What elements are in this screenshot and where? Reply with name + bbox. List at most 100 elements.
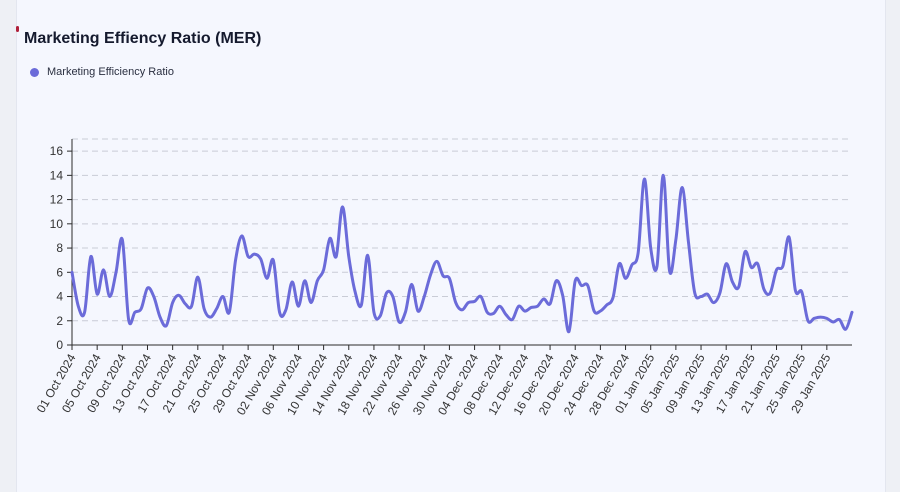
data-point[interactable] bbox=[811, 315, 817, 321]
data-point[interactable] bbox=[371, 309, 377, 315]
data-point[interactable] bbox=[264, 275, 270, 281]
data-point[interactable] bbox=[654, 263, 660, 269]
data-point[interactable] bbox=[667, 268, 673, 274]
data-point[interactable] bbox=[176, 292, 182, 298]
data-point[interactable] bbox=[421, 294, 427, 300]
data-point[interactable] bbox=[648, 245, 654, 251]
data-point[interactable] bbox=[717, 290, 723, 296]
data-point[interactable] bbox=[100, 267, 106, 273]
data-point[interactable] bbox=[629, 262, 635, 268]
data-point[interactable] bbox=[635, 250, 641, 256]
data-point[interactable] bbox=[478, 294, 484, 300]
data-point[interactable] bbox=[201, 306, 207, 312]
data-point[interactable] bbox=[251, 251, 257, 257]
data-point[interactable] bbox=[446, 275, 452, 281]
data-point[interactable] bbox=[113, 269, 119, 275]
data-point[interactable] bbox=[673, 237, 679, 243]
data-point[interactable] bbox=[623, 275, 629, 281]
data-point[interactable] bbox=[755, 261, 761, 267]
data-point[interactable] bbox=[591, 308, 597, 314]
data-point[interactable] bbox=[723, 261, 729, 267]
data-point[interactable] bbox=[692, 290, 698, 296]
data-point[interactable] bbox=[597, 308, 603, 314]
data-point[interactable] bbox=[277, 309, 283, 315]
data-point[interactable] bbox=[245, 254, 251, 260]
data-point[interactable] bbox=[534, 303, 540, 309]
data-point[interactable] bbox=[283, 307, 289, 313]
data-point[interactable] bbox=[641, 176, 647, 182]
data-point[interactable] bbox=[220, 294, 226, 300]
data-point[interactable] bbox=[88, 254, 94, 260]
data-point[interactable] bbox=[182, 301, 188, 307]
data-point[interactable] bbox=[799, 289, 805, 295]
data-point[interactable] bbox=[503, 312, 509, 318]
data-point[interactable] bbox=[761, 286, 767, 292]
data-point[interactable] bbox=[774, 267, 780, 273]
data-point[interactable] bbox=[610, 295, 616, 301]
data-point[interactable] bbox=[453, 300, 459, 306]
data-point[interactable] bbox=[849, 309, 855, 315]
data-point[interactable] bbox=[528, 304, 534, 310]
data-point[interactable] bbox=[685, 239, 691, 245]
data-point[interactable] bbox=[440, 273, 446, 279]
chart-legend[interactable]: Marketing Efficiency Ratio bbox=[30, 66, 174, 78]
data-point[interactable] bbox=[572, 278, 578, 284]
data-point[interactable] bbox=[233, 257, 239, 263]
data-point[interactable] bbox=[704, 291, 710, 297]
data-point[interactable] bbox=[459, 307, 465, 313]
data-point[interactable] bbox=[509, 317, 515, 323]
data-point[interactable] bbox=[126, 317, 132, 323]
data-point[interactable] bbox=[207, 314, 213, 320]
data-point[interactable] bbox=[742, 249, 748, 255]
data-point[interactable] bbox=[415, 308, 421, 314]
data-point[interactable] bbox=[258, 256, 264, 262]
data-point[interactable] bbox=[402, 309, 408, 315]
data-point[interactable] bbox=[497, 303, 503, 309]
data-point[interactable] bbox=[484, 309, 490, 315]
data-point[interactable] bbox=[377, 313, 383, 319]
data-point[interactable] bbox=[226, 309, 232, 315]
data-point[interactable] bbox=[339, 204, 345, 210]
data-point[interactable] bbox=[195, 274, 201, 280]
data-point[interactable] bbox=[321, 267, 327, 273]
data-point[interactable] bbox=[490, 310, 496, 316]
data-point[interactable] bbox=[818, 314, 824, 320]
data-point[interactable] bbox=[82, 309, 88, 315]
data-point[interactable] bbox=[660, 172, 666, 178]
data-point[interactable] bbox=[132, 309, 138, 315]
data-point[interactable] bbox=[270, 257, 276, 263]
data-point[interactable] bbox=[384, 290, 390, 296]
data-point[interactable] bbox=[75, 303, 81, 309]
data-point[interactable] bbox=[472, 298, 478, 304]
data-point[interactable] bbox=[157, 314, 163, 320]
data-point[interactable] bbox=[830, 319, 836, 325]
data-point[interactable] bbox=[94, 291, 100, 297]
data-point[interactable] bbox=[748, 264, 754, 270]
data-point[interactable] bbox=[547, 301, 553, 307]
data-point[interactable] bbox=[189, 303, 195, 309]
data-point[interactable] bbox=[239, 233, 245, 239]
data-point[interactable] bbox=[566, 329, 572, 335]
data-point[interactable] bbox=[327, 235, 333, 241]
data-point[interactable] bbox=[409, 281, 415, 287]
data-point[interactable] bbox=[352, 289, 358, 295]
data-point[interactable] bbox=[604, 302, 610, 308]
data-point[interactable] bbox=[541, 296, 547, 302]
data-point[interactable] bbox=[358, 302, 364, 308]
data-point[interactable] bbox=[138, 306, 144, 312]
data-point[interactable] bbox=[711, 300, 717, 306]
data-point[interactable] bbox=[151, 294, 157, 300]
data-point[interactable] bbox=[214, 306, 220, 312]
data-point[interactable] bbox=[428, 272, 434, 278]
data-point[interactable] bbox=[836, 317, 842, 323]
data-point[interactable] bbox=[333, 254, 339, 260]
data-point[interactable] bbox=[522, 308, 528, 314]
data-point[interactable] bbox=[767, 290, 773, 296]
data-point[interactable] bbox=[698, 294, 704, 300]
data-point[interactable] bbox=[434, 258, 440, 264]
data-point[interactable] bbox=[465, 300, 471, 306]
data-point[interactable] bbox=[616, 261, 622, 267]
data-point[interactable] bbox=[144, 285, 150, 291]
data-point[interactable] bbox=[786, 234, 792, 240]
data-point[interactable] bbox=[579, 283, 585, 289]
